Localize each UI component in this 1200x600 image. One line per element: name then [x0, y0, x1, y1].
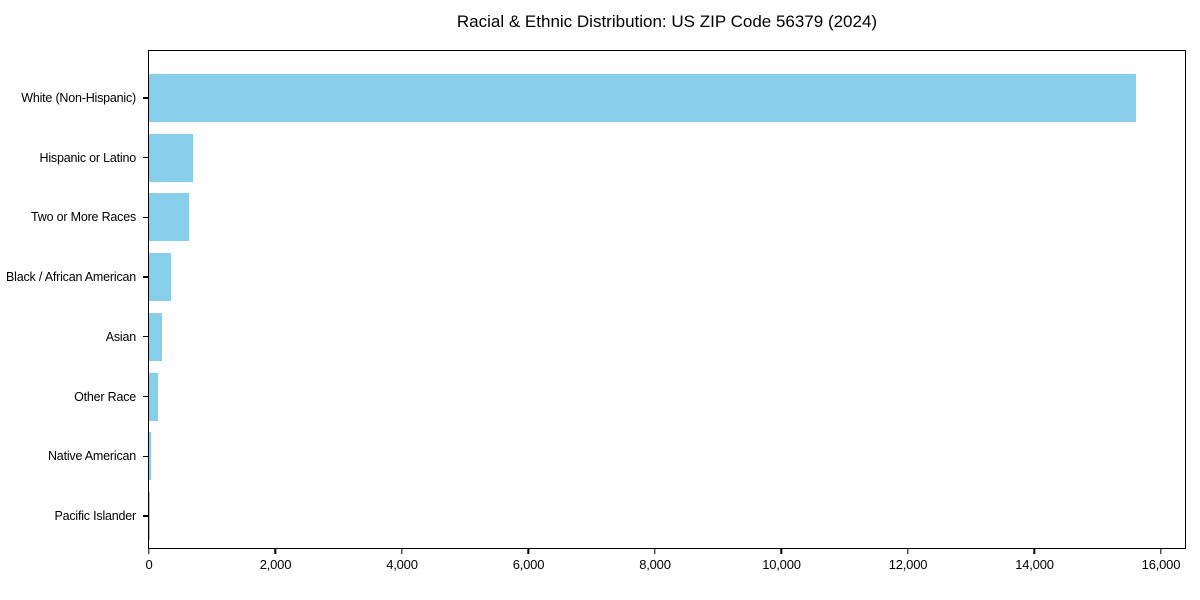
bar-hispanic-or-latino	[149, 133, 193, 182]
y-axis-label-native-american: Native American	[47, 449, 136, 464]
y-axis-tick	[143, 216, 149, 219]
x-axis-tick	[148, 548, 150, 554]
bar-black-african-american	[149, 253, 171, 302]
x-axis-tick-label: 16,000	[1141, 557, 1181, 572]
x-axis-tick-label: 10,000	[762, 557, 801, 572]
x-axis-tick-label: 0	[145, 557, 153, 572]
y-axis-tick	[143, 97, 149, 99]
x-axis-tick-label: 4,000	[386, 557, 418, 572]
y-axis-tick	[143, 336, 149, 338]
x-axis-tick-label: 8,000	[639, 557, 671, 572]
y-axis-label-pacific-islander: Pacific Islander	[54, 508, 136, 523]
y-axis-tick	[143, 276, 149, 278]
y-axis-tick	[143, 455, 149, 457]
x-axis-tick-label: 12,000	[888, 557, 928, 572]
plot-area: White (Non-Hispanic) Hispanic or Latino Tw…	[6, 50, 1186, 572]
y-axis-label-hispanic-or-latino: Hispanic or Latino	[39, 150, 137, 165]
y-axis-label-two-or-more-races: Two or More Races	[31, 210, 136, 225]
y-axis-label-asian: Asian	[105, 329, 136, 344]
y-axis-label-black-african-american: Black / African American	[6, 270, 136, 285]
x-axis-tick	[1033, 548, 1036, 554]
bar-other-race	[149, 372, 158, 421]
bar-white-non-hispanic	[149, 74, 1136, 122]
x-axis-tick	[1160, 548, 1162, 554]
x-axis-tick	[907, 548, 909, 554]
y-axis-tick	[143, 157, 149, 159]
y-axis-label-other-race: Other Race	[74, 389, 136, 404]
y-axis-tick	[143, 395, 149, 398]
x-axis-tick	[780, 548, 783, 554]
bar-asian	[149, 312, 162, 361]
chart-title: Racial & Ethnic Distribution: US ZIP Cod…	[456, 12, 878, 31]
y-axis-label-white-non-hispanic: White (Non-Hispanic)	[21, 91, 136, 105]
bar-native-american	[149, 432, 151, 481]
x-axis-tick	[654, 548, 656, 554]
x-axis-tick-label: 6,000	[512, 557, 545, 572]
x-axis-tick	[401, 548, 403, 554]
y-axis-tick	[143, 515, 149, 517]
x-axis-tick-label: 2,000	[259, 557, 292, 572]
x-axis-tick-label: 14,000	[1015, 557, 1054, 572]
x-axis-tick	[274, 548, 277, 554]
bar-two-or-more-races	[149, 193, 189, 242]
x-axis-tick	[527, 548, 530, 554]
